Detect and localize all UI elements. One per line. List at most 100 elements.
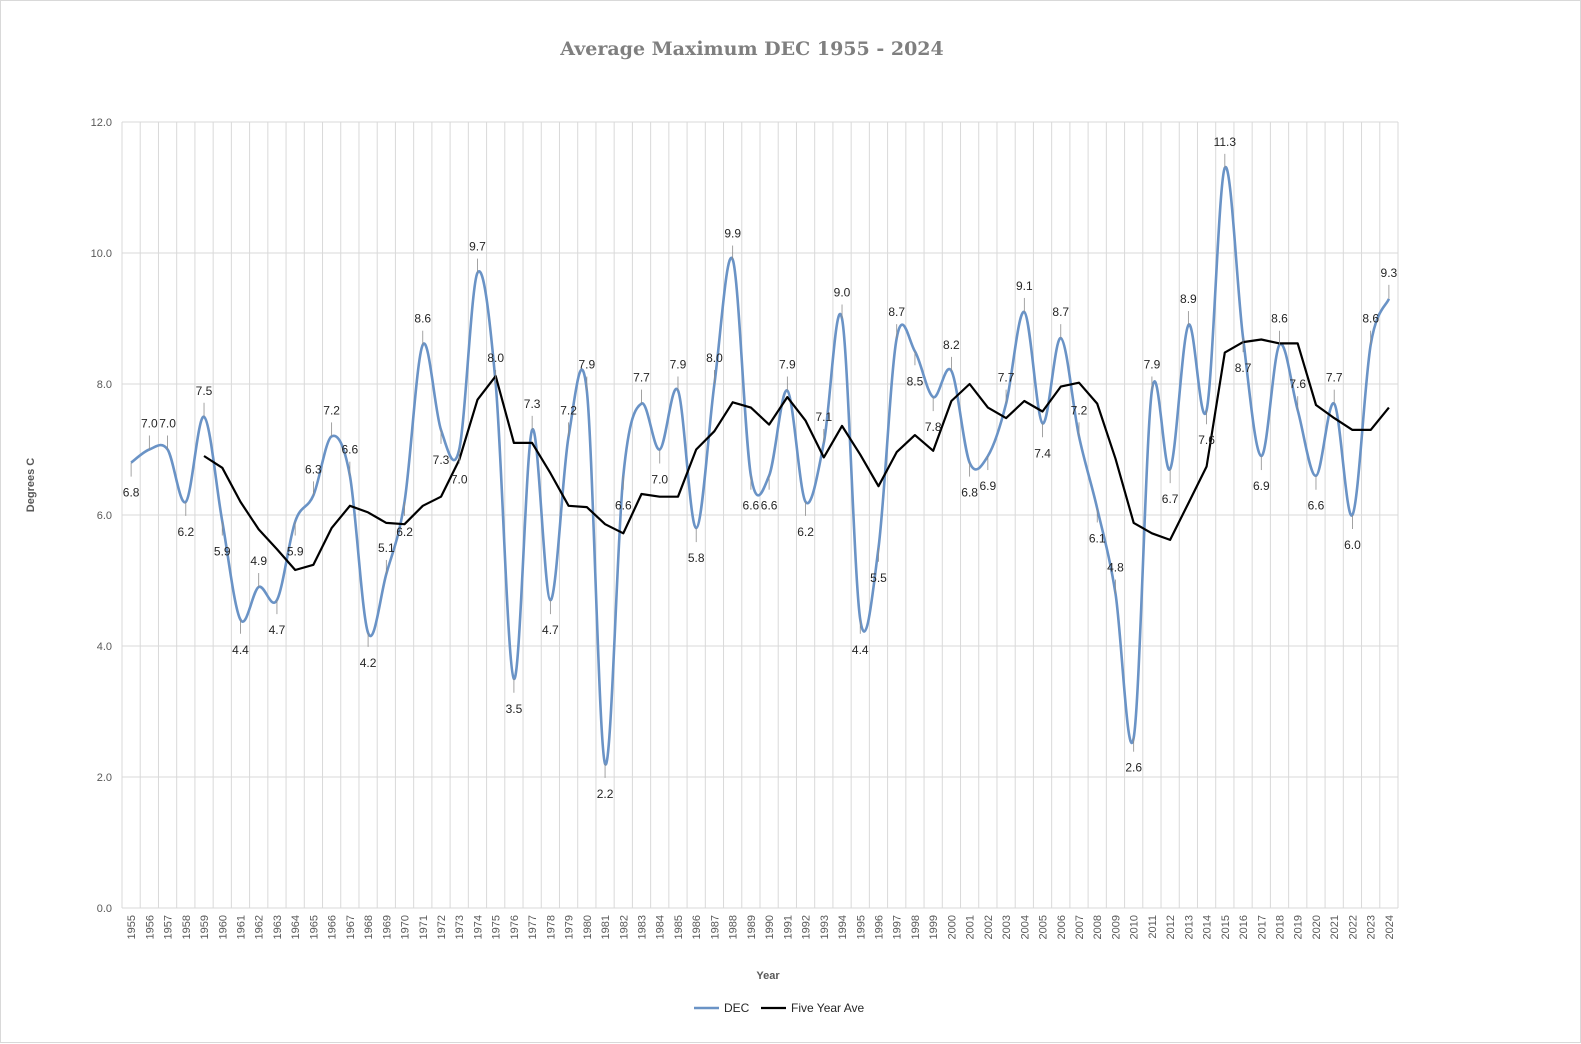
data-label: 7.0 (651, 473, 668, 487)
data-label: 7.1 (815, 410, 832, 424)
gridlines (121, 121, 1399, 909)
data-label: 9.7 (469, 240, 486, 254)
x-tick-label: 1974 (472, 915, 484, 939)
data-label: 5.9 (214, 545, 231, 559)
data-label: 6.6 (342, 443, 359, 457)
x-tick-label: 1994 (837, 915, 849, 939)
x-tick-label: 1955 (126, 915, 138, 939)
data-label: 7.9 (1144, 358, 1161, 372)
data-label: 4.9 (250, 554, 267, 568)
x-tick-label: 2010 (1129, 915, 1141, 939)
data-label: 6.2 (177, 525, 194, 539)
y-tick-label: 4.0 (97, 641, 112, 653)
x-tick-label: 1976 (509, 915, 521, 939)
data-label: 6.8 (123, 486, 140, 500)
x-tick-label: 2015 (1220, 915, 1232, 939)
data-label: 6.6 (1308, 499, 1325, 513)
data-label: 7.4 (1034, 446, 1051, 460)
x-tick-label: 1985 (673, 915, 685, 939)
data-label: 7.2 (323, 403, 340, 417)
data-label: 7.2 (560, 403, 577, 417)
data-label: 7.0 (141, 417, 158, 431)
x-tick-label: 1975 (491, 915, 503, 939)
y-tick-label: 2.0 (97, 772, 112, 784)
x-tick-label: 2003 (1001, 915, 1013, 939)
series-line-dec (130, 165, 1391, 766)
y-tick-label: 8.0 (97, 379, 112, 391)
x-tick-label: 1972 (436, 915, 448, 939)
x-tick-label: 2018 (1275, 915, 1287, 939)
data-label: 7.5 (196, 384, 213, 398)
x-tick-label: 1999 (928, 915, 940, 939)
x-tick-label: 1956 (144, 915, 156, 939)
data-label: 4.4 (852, 643, 869, 657)
x-tick-label: 2017 (1256, 915, 1268, 939)
x-tick-label: 1983 (637, 915, 649, 939)
data-label: 7.3 (433, 453, 450, 467)
data-label: 8.5 (907, 374, 924, 388)
x-tick-label: 1982 (618, 915, 630, 939)
x-tick-label: 2020 (1311, 915, 1323, 939)
x-tick-label: 2000 (946, 915, 958, 939)
data-label: 6.1 (1089, 531, 1106, 545)
x-tick-label: 1998 (910, 915, 922, 939)
y-tick-label: 12.0 (91, 117, 112, 129)
data-label: 2.2 (597, 787, 614, 801)
x-tick-label: 1978 (545, 915, 557, 939)
data-label: 4.7 (269, 623, 286, 637)
x-tick-label: 2014 (1202, 915, 1214, 939)
data-label: 4.7 (542, 623, 559, 637)
x-tick-label: 1996 (873, 915, 885, 939)
x-tick-label: 2024 (1384, 915, 1396, 939)
data-label: 7.9 (578, 358, 595, 372)
data-label: 6.9 (1253, 479, 1270, 493)
x-tick-label: 1967 (345, 915, 357, 939)
x-tick-label: 1995 (855, 915, 867, 939)
data-labels: 6.87.0 7.06.27.55.94.44.94.75.96.37.26.64… (123, 135, 1398, 801)
legend-label-dec: DEC (724, 1001, 750, 1015)
x-tick-label: 2005 (1038, 915, 1050, 939)
x-tick-label: 2021 (1329, 915, 1341, 939)
x-tick-label: 2011 (1147, 915, 1159, 939)
chart-title: Average Maximum DEC 1955 - 2024 (559, 38, 944, 60)
data-label: 7.7 (633, 371, 650, 385)
x-tick-label: 2007 (1074, 915, 1086, 939)
x-tick-label: 1968 (363, 915, 375, 939)
x-tick-label: 1960 (217, 915, 229, 939)
data-label: 3.5 (506, 702, 523, 716)
x-tick-label: 1961 (235, 915, 247, 939)
x-tick-label: 1993 (819, 915, 831, 939)
data-label: 4.2 (360, 656, 377, 670)
x-axis-title: Year (756, 970, 780, 982)
axes: 0.0 2.0 4.0 6.0 8.0 10.0 12.0 1955 1956 1957 1958 1… (91, 117, 1396, 939)
x-tick-label: 1963 (272, 915, 284, 939)
data-label: 7.9 (779, 358, 796, 372)
y-axis-title: Degrees C (25, 458, 37, 512)
x-tick-label: 1971 (418, 915, 430, 939)
data-label: 6.8 (961, 486, 978, 500)
data-label: 8.0 (706, 351, 723, 365)
data-label: 7.8 (925, 420, 942, 434)
data-label: 9.1 (1016, 279, 1033, 293)
x-tick-label: 1970 (400, 915, 412, 939)
data-label: 4.4 (232, 643, 249, 657)
data-label: 8.2 (943, 338, 960, 352)
x-tick-label: 1959 (199, 915, 211, 939)
x-tick-label: 1992 (801, 915, 813, 939)
data-label: 8.0 (487, 351, 504, 365)
data-label: 9.3 (1381, 266, 1398, 280)
y-tick-label: 10.0 (91, 248, 112, 260)
data-label: 5.9 (287, 545, 304, 559)
data-label: 8.7 (1235, 361, 1252, 375)
x-tick-label: 2002 (983, 915, 995, 939)
data-label: 6.2 (797, 525, 814, 539)
x-tick-label: 2008 (1092, 915, 1104, 939)
data-label: 8.9 (1180, 292, 1197, 306)
data-label: 8.7 (1052, 305, 1069, 319)
series-line-five-year-ave (203, 338, 1390, 572)
x-tick-label: 2016 (1238, 915, 1250, 939)
x-tick-label: 2019 (1293, 915, 1305, 939)
x-tick-label: 2006 (1056, 915, 1068, 939)
legend-label-five-year-ave: Five Year Ave (791, 1001, 864, 1015)
